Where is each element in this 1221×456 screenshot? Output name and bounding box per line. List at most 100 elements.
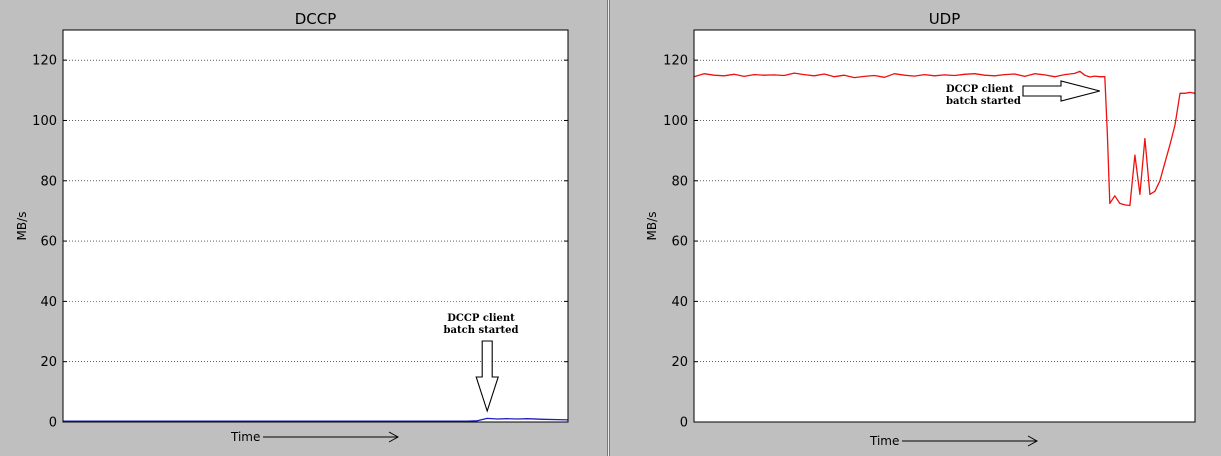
data-point: [1106, 132, 1108, 134]
y-tick-label: 120: [32, 54, 57, 69]
data-point: [1159, 180, 1161, 182]
annotation-text-line1: DCCP client: [447, 313, 515, 324]
data-point: [823, 73, 825, 75]
data-point: [1024, 75, 1026, 77]
data-point: [1189, 91, 1191, 93]
y-tick-label: 60: [671, 235, 688, 250]
data-point: [1154, 190, 1156, 192]
data-point: [1144, 138, 1146, 140]
data-point: [214, 420, 215, 422]
x-axis-label: Time: [230, 430, 260, 444]
y-axis-label: MB/s: [645, 212, 659, 241]
y-tick-label: 20: [40, 355, 57, 370]
time-arrow-head: [388, 431, 400, 443]
plot-frame: [62, 29, 569, 423]
annotation-text-line2: batch started: [946, 96, 1021, 107]
data-point: [903, 74, 905, 76]
data-point: [496, 418, 498, 420]
data-point: [542, 418, 544, 420]
data-point: [1109, 202, 1111, 204]
y-tick-label: 60: [40, 235, 57, 250]
data-point: [974, 73, 976, 75]
plot-area: [694, 30, 1195, 422]
y-tick-label: 100: [32, 114, 57, 129]
data-point: [743, 75, 745, 77]
data-point: [733, 73, 735, 75]
dccp-chart-panel: DCCP 0 20 40 60 80 100 120 MB/s Time DCCP client ba…: [0, 0, 607, 456]
data-point: [315, 420, 316, 422]
data-point: [1074, 72, 1076, 74]
y-tick-label: 40: [40, 295, 57, 310]
y-tick-label: 120: [663, 54, 688, 69]
data-point: [723, 75, 725, 77]
data-point: [1164, 162, 1166, 164]
chart-title: DCCP: [295, 10, 337, 28]
data-point: [964, 73, 966, 75]
data-point: [883, 76, 885, 78]
data-point: [1034, 73, 1036, 75]
data-point: [1089, 76, 1091, 78]
data-point: [1084, 74, 1086, 76]
data-point: [1044, 74, 1046, 76]
data-point: [1149, 193, 1151, 195]
data-point: [954, 75, 956, 77]
data-point: [1004, 74, 1006, 76]
y-tick-label: 100: [663, 114, 688, 129]
data-point: [793, 72, 795, 74]
data-point: [1064, 74, 1066, 76]
data-point: [913, 75, 915, 77]
x-axis-label: Time: [869, 434, 899, 448]
time-arrow-head: [1027, 435, 1039, 447]
y-tick-label: 0: [680, 416, 688, 431]
data-point: [873, 75, 875, 77]
data-point: [853, 77, 855, 79]
data-point: [1139, 193, 1141, 195]
data-point: [773, 74, 775, 76]
data-point: [1014, 73, 1016, 75]
annotation-text-line1: DCCP client: [946, 84, 1014, 95]
data-point: [863, 75, 865, 77]
y-tick-label: 80: [671, 174, 688, 189]
y-axis-label: MB/s: [15, 212, 29, 241]
data-point: [506, 418, 508, 420]
y-tick-label: 80: [40, 174, 57, 189]
y-tick-label: 20: [671, 355, 688, 370]
data-point: [944, 74, 945, 76]
data-point: [1174, 124, 1176, 126]
data-point: [365, 420, 367, 422]
data-point: [923, 74, 925, 76]
data-point: [113, 420, 114, 422]
dccp-chart: DCCP 0 20 40 60 80 100 120 MB/s Time DCCP clientba…: [15, 10, 569, 444]
data-point: [984, 74, 986, 76]
annotation-text-line2: batch started: [444, 325, 519, 336]
data-point: [441, 420, 443, 422]
data-point: [994, 75, 996, 77]
data-point: [557, 419, 559, 421]
data-point: [1099, 76, 1101, 78]
data-point: [517, 418, 518, 420]
data-point: [763, 74, 765, 76]
data-point: [703, 73, 705, 75]
data-point: [1169, 144, 1171, 146]
annotation-arrow: [1022, 80, 1100, 102]
data-point: [527, 418, 529, 420]
data-point: [1184, 92, 1186, 94]
data-point: [1054, 76, 1056, 78]
udp-chart-panel: UDP 0 20 40 60 80 100 120 MB/s Time DCCP client bat…: [611, 0, 1221, 456]
data-point: [893, 73, 895, 75]
data-point: [753, 74, 755, 76]
data-point: [1179, 92, 1181, 94]
data-point: [264, 420, 266, 422]
annotation-arrow: [475, 340, 499, 413]
chart-title: UDP: [929, 10, 961, 28]
data-point: [1124, 204, 1126, 206]
data-point: [163, 420, 165, 422]
y-tick-label: 0: [49, 416, 57, 431]
data-point: [1134, 154, 1136, 156]
data-point: [713, 74, 715, 76]
data-point: [466, 420, 468, 422]
data-point: [813, 75, 815, 77]
data-point: [833, 76, 835, 78]
data-point: [1094, 75, 1096, 77]
panel-divider: [607, 0, 610, 456]
